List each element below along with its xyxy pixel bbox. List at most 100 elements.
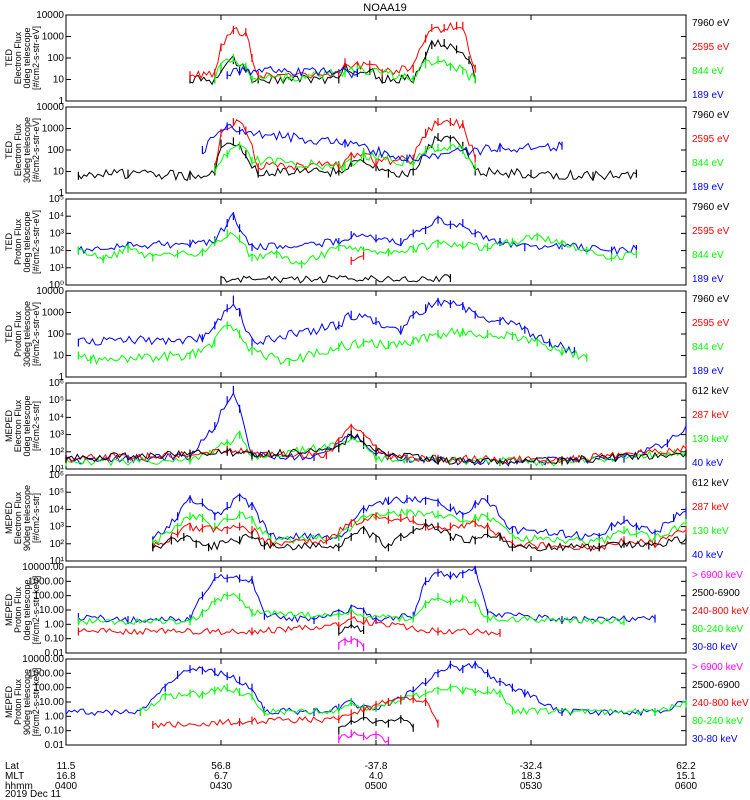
footer-row-label-mlt: MLT bbox=[5, 771, 24, 782]
legend-entry: 30-80 keV bbox=[692, 734, 738, 745]
y-tick-label: 10³ bbox=[50, 522, 65, 533]
series-line bbox=[214, 143, 476, 173]
legend-entry: 130 keV bbox=[692, 526, 729, 537]
panel-frame bbox=[65, 566, 687, 654]
legend-entry: 189 eV bbox=[692, 182, 724, 193]
y-axis-label-line: TED bbox=[4, 324, 14, 343]
series-blue bbox=[226, 65, 358, 80]
y-tick-label: 100 bbox=[47, 329, 64, 340]
y-tick-label: 10000.00 bbox=[22, 654, 64, 665]
panel-6: 10¹ 10² 10³ 10⁴ 10⁵ 10⁶ MEPED Electron Flux 90de… bbox=[4, 470, 729, 567]
series-blue bbox=[77, 211, 638, 256]
legend-entry: 844 eV bbox=[692, 66, 724, 77]
footer-mlt-value: 18.3 bbox=[521, 771, 541, 782]
legend-entry: 844 eV bbox=[692, 158, 724, 169]
legend-entry: 2500-6900 bbox=[692, 588, 740, 599]
legend-entry: 40 keV bbox=[692, 458, 723, 469]
series-green bbox=[152, 508, 687, 548]
y-axis-label-line: Proton Flux bbox=[13, 218, 23, 265]
y-axis-label-line: [#/cm2-s-str-eV] bbox=[31, 302, 41, 366]
series-line bbox=[78, 566, 656, 624]
legend-entry: 189 eV bbox=[692, 90, 724, 101]
y-tick-label: 10² bbox=[50, 447, 65, 458]
y-axis-label-line: [#/cm2-s-str] bbox=[31, 493, 41, 543]
y-tick-label: 10² bbox=[50, 539, 65, 550]
y-tick-label: 100.00 bbox=[33, 591, 64, 602]
series-line bbox=[214, 118, 476, 171]
y-axis-label-line: [#/cm2-s-str-keV] bbox=[31, 668, 41, 737]
chart-title: NOAA19 bbox=[363, 2, 406, 14]
legend-entry: 40 keV bbox=[692, 550, 723, 561]
y-axis-label-line: MEPED bbox=[4, 502, 14, 535]
y-tick-label: 10 bbox=[53, 75, 65, 86]
y-tick-label: 1 bbox=[58, 372, 64, 383]
series-magenta bbox=[338, 636, 365, 652]
y-tick-label: 10⁶ bbox=[49, 378, 64, 389]
series-black bbox=[220, 274, 451, 284]
legend-entry: 240-800 keV bbox=[692, 698, 749, 709]
series-line bbox=[77, 135, 637, 182]
footer-row-label-lat: Lat bbox=[5, 761, 19, 772]
footer-lat-value: 11.5 bbox=[57, 761, 76, 772]
y-tick-label: 10000 bbox=[36, 286, 64, 297]
y-tick-label: 10 bbox=[53, 167, 65, 178]
y-tick-label: 100 bbox=[47, 53, 64, 64]
series-blue bbox=[201, 122, 563, 163]
y-axis-label-line: 0deg telescope bbox=[22, 579, 32, 640]
series-line bbox=[65, 424, 687, 464]
y-tick-label: 1000.00 bbox=[28, 668, 65, 679]
legend-entry: 7960 eV bbox=[692, 294, 730, 305]
y-tick-label: 10.00 bbox=[39, 605, 64, 616]
series-red bbox=[189, 21, 476, 80]
panel-1: 1 10 100 1000 10000 TED Electron Flux 0deg tele… bbox=[4, 10, 730, 107]
y-axis-label-line: [#/cm2-s-str-keV] bbox=[31, 576, 41, 645]
series-line bbox=[65, 433, 687, 466]
panel-4: 1 10 100 1000 10000 TED Proton Flux 30deg teles… bbox=[4, 286, 730, 383]
y-tick-label: 10000 bbox=[36, 102, 64, 113]
footer-mlt-value: 4.0 bbox=[369, 771, 383, 782]
y-tick-label: 10⁴ bbox=[49, 211, 64, 222]
y-tick-label: 10⁵ bbox=[49, 194, 64, 205]
series-line bbox=[77, 592, 625, 626]
legend-entry: > 6900 keV bbox=[692, 662, 743, 673]
footer-mlt-value: 6.7 bbox=[214, 771, 228, 782]
y-axis-label-line: [#/cm2-s-str-eV] bbox=[31, 118, 41, 182]
y-axis-label-line: Proton Flux bbox=[13, 678, 23, 725]
y-tick-label: 1.00 bbox=[45, 619, 65, 630]
y-tick-label: 1000 bbox=[42, 308, 65, 319]
date-label: 2019 Dec 11 bbox=[5, 789, 61, 800]
y-tick-label: 10¹ bbox=[50, 464, 65, 475]
y-tick-label: 10⁴ bbox=[49, 412, 64, 423]
series-blue bbox=[77, 295, 576, 356]
y-tick-label: 1 bbox=[58, 188, 64, 199]
panel-frame bbox=[65, 14, 687, 102]
y-tick-label: 1000 bbox=[42, 124, 65, 135]
legend-entry: 844 eV bbox=[692, 342, 724, 353]
y-axis-label-line: 30deg telescope bbox=[22, 117, 32, 183]
y-axis-label-line: MEPED bbox=[4, 594, 14, 627]
series-blue bbox=[77, 565, 656, 625]
legend-entry: 2595 eV bbox=[692, 226, 730, 237]
legend-entry: 2500-6900 bbox=[692, 680, 740, 691]
y-tick-label: 1000.00 bbox=[28, 576, 65, 587]
y-axis-label-line: MEPED bbox=[4, 410, 14, 443]
series-black bbox=[77, 133, 638, 182]
y-axis-label-line: Proton Flux bbox=[13, 586, 23, 633]
series-line bbox=[152, 513, 687, 551]
legend-entry: 80-240 keV bbox=[692, 624, 743, 635]
y-axis-label-line: 90deg telescope bbox=[22, 485, 32, 551]
y-tick-label: 10² bbox=[50, 246, 65, 257]
series-green bbox=[214, 141, 476, 174]
y-tick-label: 1.00 bbox=[45, 711, 65, 722]
series-line bbox=[189, 38, 476, 86]
legend-entry: 2595 eV bbox=[692, 42, 730, 53]
footer-mlt-value: 15.1 bbox=[676, 771, 696, 782]
y-tick-label: 0.10 bbox=[45, 726, 65, 737]
legend-entry: 189 eV bbox=[692, 366, 724, 377]
legend-entry: > 6900 keV bbox=[692, 570, 743, 581]
footer-lat-value: 62.2 bbox=[676, 761, 696, 772]
footer-row-label-hhmm: hhmm bbox=[5, 781, 33, 792]
panel-5: 10¹ 10² 10³ 10⁴ 10⁵ 10⁶ MEPED Electron Flux 0deg… bbox=[4, 378, 729, 475]
y-tick-label: 10⁵ bbox=[49, 487, 64, 498]
